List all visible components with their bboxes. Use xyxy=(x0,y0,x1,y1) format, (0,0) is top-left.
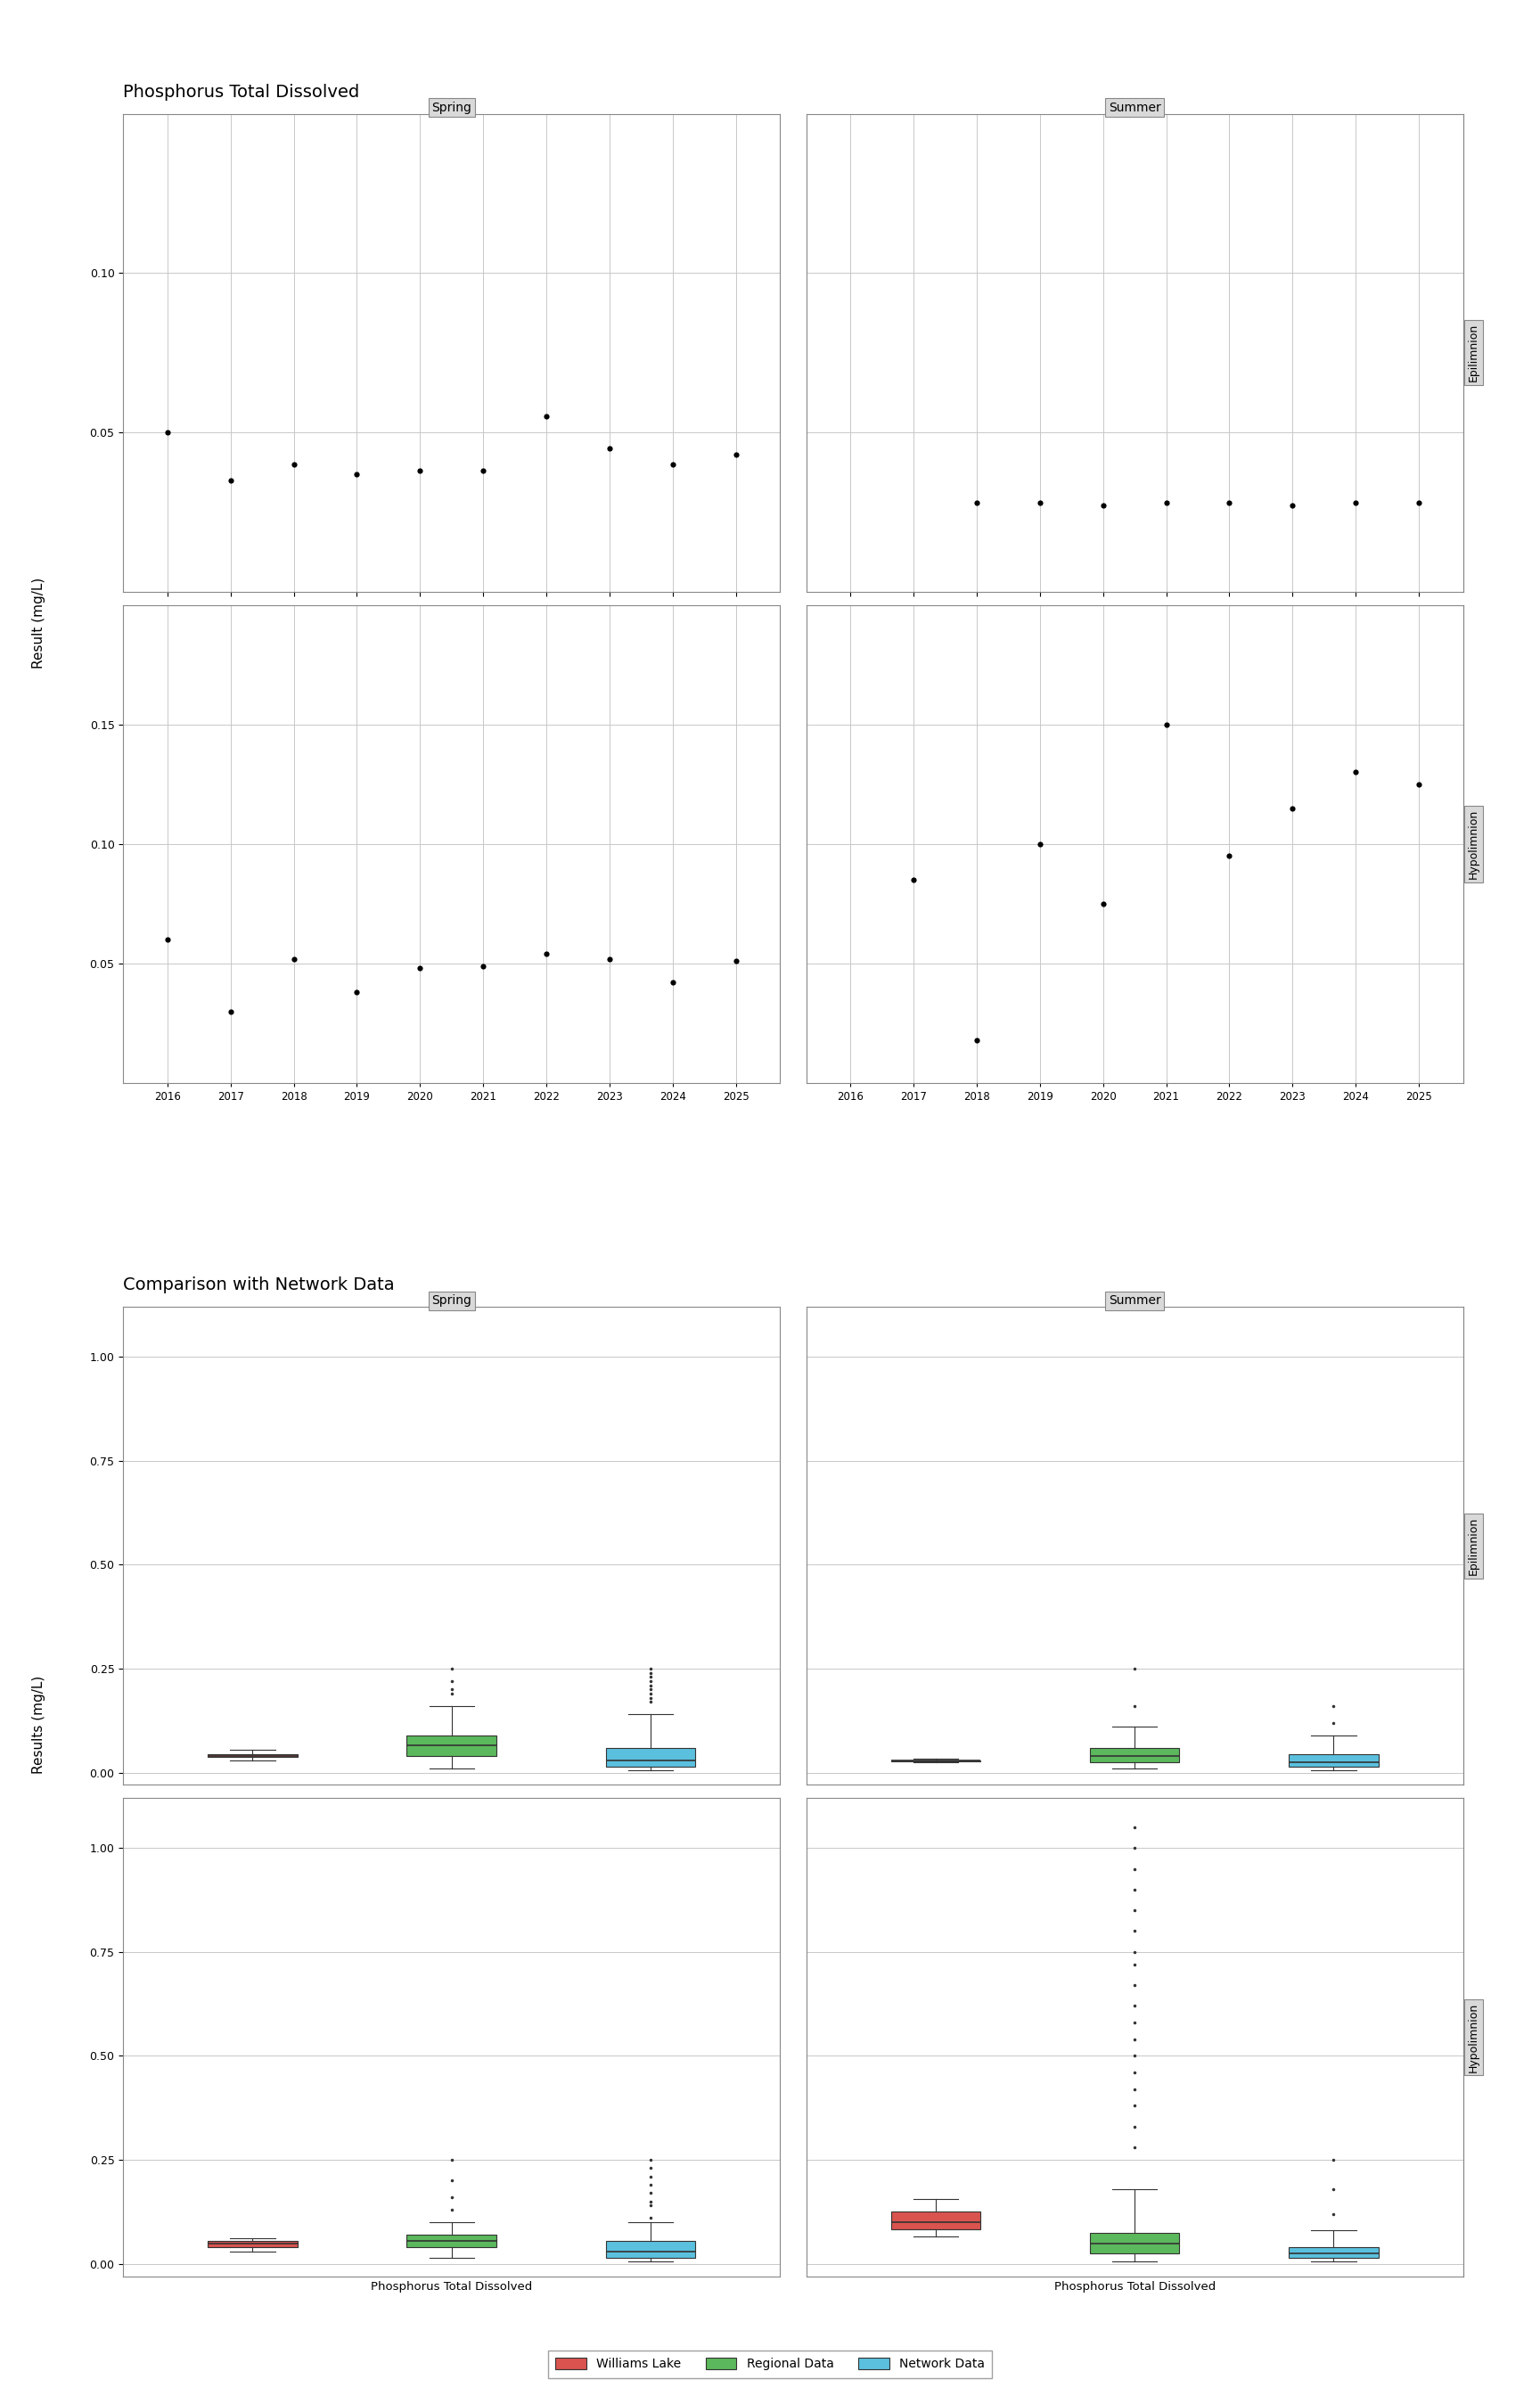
Point xyxy=(1343,484,1368,522)
Y-axis label: Hypolimnion: Hypolimnion xyxy=(1468,810,1480,879)
Point xyxy=(156,412,180,450)
Point xyxy=(964,1021,989,1059)
Point xyxy=(1027,824,1052,863)
Point xyxy=(1090,884,1115,922)
PathPatch shape xyxy=(1090,2233,1180,2252)
Title: Spring: Spring xyxy=(431,1294,471,1306)
Title: Summer: Summer xyxy=(1109,101,1161,113)
PathPatch shape xyxy=(208,2240,297,2247)
PathPatch shape xyxy=(208,1754,297,1756)
Point xyxy=(219,460,243,498)
Point xyxy=(1090,486,1115,525)
Point xyxy=(1153,704,1178,743)
PathPatch shape xyxy=(407,2235,496,2247)
Text: Comparison with Network Data: Comparison with Network Data xyxy=(123,1277,394,1294)
Point xyxy=(1027,484,1052,522)
Point xyxy=(156,920,180,958)
Point xyxy=(345,455,370,494)
Y-axis label: Epilimnion: Epilimnion xyxy=(1468,1517,1480,1574)
X-axis label: Phosphorus Total Dissolved: Phosphorus Total Dissolved xyxy=(1053,2281,1215,2293)
Title: Summer: Summer xyxy=(1109,1294,1161,1306)
PathPatch shape xyxy=(407,1735,496,1756)
Point xyxy=(1280,788,1304,827)
Legend: Williams Lake, Regional Data, Network Data: Williams Lake, Regional Data, Network Da… xyxy=(548,2350,992,2377)
Point xyxy=(1217,836,1241,875)
PathPatch shape xyxy=(605,2240,696,2257)
Text: Phosphorus Total Dissolved: Phosphorus Total Dissolved xyxy=(123,84,360,101)
Point xyxy=(282,446,306,484)
Point xyxy=(471,450,496,489)
Point xyxy=(1343,752,1368,791)
PathPatch shape xyxy=(890,2212,981,2231)
Point xyxy=(282,939,306,978)
Point xyxy=(1406,764,1431,803)
Text: Result (mg/L): Result (mg/L) xyxy=(32,577,45,668)
Point xyxy=(219,992,243,1030)
PathPatch shape xyxy=(1289,1754,1378,1766)
X-axis label: Phosphorus Total Dissolved: Phosphorus Total Dissolved xyxy=(371,2281,533,2293)
PathPatch shape xyxy=(1289,2247,1378,2257)
Point xyxy=(408,450,433,489)
Point xyxy=(408,949,433,987)
Y-axis label: Epilimnion: Epilimnion xyxy=(1468,323,1480,381)
Point xyxy=(1217,484,1241,522)
Point xyxy=(345,973,370,1011)
Y-axis label: Hypolimnion: Hypolimnion xyxy=(1468,2003,1480,2073)
Point xyxy=(1406,484,1431,522)
PathPatch shape xyxy=(1090,1747,1180,1761)
Point xyxy=(661,446,685,484)
Point xyxy=(1280,486,1304,525)
Point xyxy=(724,436,748,474)
Point xyxy=(901,860,926,898)
PathPatch shape xyxy=(605,1747,696,1766)
Point xyxy=(534,398,559,436)
Point xyxy=(661,963,685,1002)
Point xyxy=(534,934,559,973)
Title: Spring: Spring xyxy=(431,101,471,113)
Point xyxy=(724,942,748,980)
Point xyxy=(598,939,622,978)
Point xyxy=(598,429,622,467)
Point xyxy=(964,484,989,522)
Point xyxy=(1153,484,1178,522)
Point xyxy=(471,946,496,985)
Text: Results (mg/L): Results (mg/L) xyxy=(32,1675,45,1775)
